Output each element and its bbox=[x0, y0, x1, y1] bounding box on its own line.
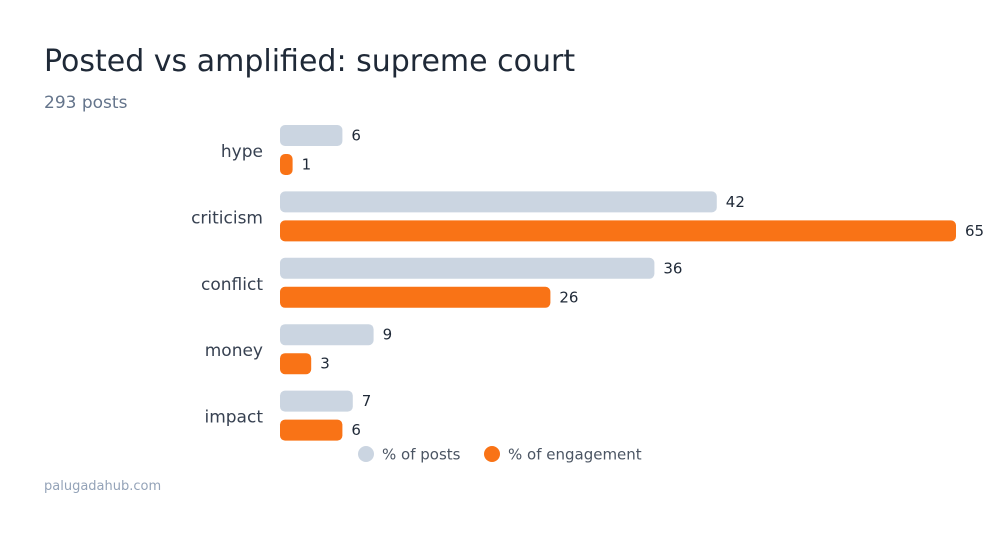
value-label-engagement-conflict: 26 bbox=[559, 288, 578, 306]
subtitle: 293 posts bbox=[44, 93, 128, 113]
value-label-engagement-impact: 6 bbox=[351, 421, 361, 439]
bar-posts-impact bbox=[280, 390, 353, 412]
legend-swatch-posts bbox=[358, 446, 374, 462]
legend-swatch-engagement bbox=[484, 446, 500, 462]
source-credit: palugadahub.com bbox=[44, 479, 162, 494]
value-label-posts-hype: 6 bbox=[351, 127, 361, 145]
bar-posts-criticism bbox=[280, 191, 717, 213]
bar-engagement-criticism bbox=[280, 220, 956, 242]
bar-engagement-hype bbox=[280, 154, 293, 175]
bar-posts-hype bbox=[280, 125, 343, 146]
page-title: Posted vs amplified: supreme court bbox=[44, 44, 576, 79]
category-label-criticism: criticism bbox=[191, 208, 263, 228]
value-label-posts-conflict: 36 bbox=[663, 259, 682, 277]
category-label-money: money bbox=[205, 341, 263, 361]
value-label-engagement-money: 3 bbox=[320, 355, 330, 373]
value-label-engagement-hype: 1 bbox=[302, 156, 312, 174]
value-label-posts-money: 9 bbox=[383, 326, 393, 344]
value-label-posts-impact: 7 bbox=[362, 392, 372, 410]
value-label-engagement-criticism: 65 bbox=[965, 222, 984, 240]
category-label-hype: hype bbox=[221, 142, 263, 162]
bar-posts-money bbox=[280, 324, 374, 346]
legend-label-engagement: % of engagement bbox=[508, 446, 642, 464]
bar-engagement-money bbox=[280, 353, 312, 375]
category-label-impact: impact bbox=[204, 408, 263, 428]
category-label-conflict: conflict bbox=[201, 275, 263, 295]
legend-label-posts: % of posts bbox=[382, 446, 461, 464]
bar-engagement-conflict bbox=[280, 286, 551, 308]
value-label-posts-criticism: 42 bbox=[726, 193, 745, 211]
bar-posts-conflict bbox=[280, 257, 655, 279]
bar-engagement-impact bbox=[280, 419, 343, 441]
